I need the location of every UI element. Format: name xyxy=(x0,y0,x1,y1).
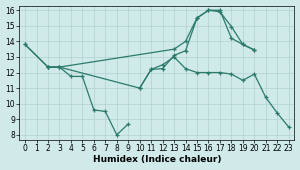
X-axis label: Humidex (Indice chaleur): Humidex (Indice chaleur) xyxy=(93,155,221,164)
